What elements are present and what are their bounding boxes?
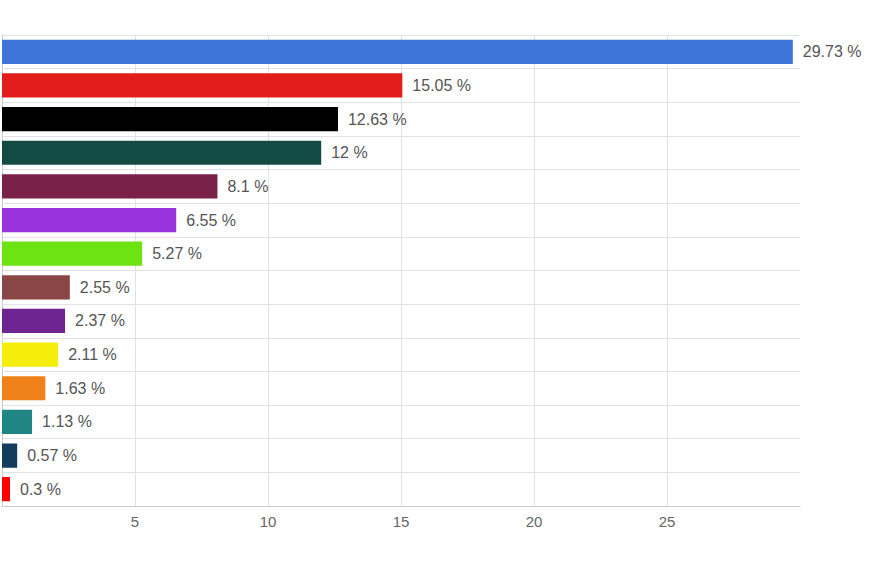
svg-text:25: 25 [659,513,676,530]
svg-text:20: 20 [526,513,543,530]
svg-text:0.57 %: 0.57 % [27,447,77,464]
svg-text:5: 5 [131,513,139,530]
svg-text:2.37 %: 2.37 % [75,312,125,329]
svg-text:8.1 %: 8.1 % [227,178,268,195]
svg-text:1.63 %: 1.63 % [55,380,105,397]
svg-text:10: 10 [260,513,277,530]
svg-text:5.27 %: 5.27 % [152,245,202,262]
svg-text:2.11 %: 2.11 % [68,346,117,363]
svg-text:29.73 %: 29.73 % [803,43,862,60]
svg-text:2.55 %: 2.55 % [80,279,130,296]
svg-text:0.3 %: 0.3 % [20,481,61,498]
svg-text:15: 15 [393,513,410,530]
svg-text:6.55 %: 6.55 % [186,212,236,229]
svg-text:15.05 %: 15.05 % [412,77,471,94]
svg-text:12.63 %: 12.63 % [348,111,407,128]
svg-text:12 %: 12 % [331,144,367,161]
svg-text:1.13 %: 1.13 % [42,413,92,430]
